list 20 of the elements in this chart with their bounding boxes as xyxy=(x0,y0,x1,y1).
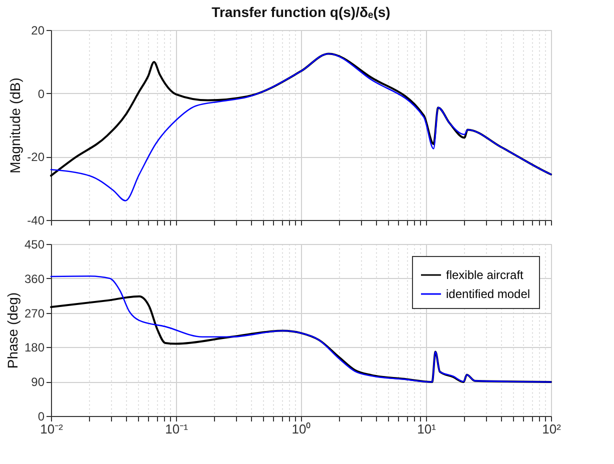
x-tick-label: 10⁻¹ xyxy=(165,422,189,436)
y-tick-label: -20 xyxy=(27,150,45,164)
legend-label: flexible aircraft xyxy=(446,268,524,282)
y-tick-label: -40 xyxy=(27,214,45,228)
y-tick-label: 180 xyxy=(24,340,45,355)
x-tick-label: 10² xyxy=(542,422,562,436)
y-tick-label: 20 xyxy=(31,24,45,38)
y-tick-label: 0 xyxy=(38,86,45,101)
y-tick-label: 270 xyxy=(24,306,45,320)
x-tick-label: 10⁰ xyxy=(292,422,312,436)
y-tick-label: 360 xyxy=(24,272,45,286)
y-tick-label: 0 xyxy=(38,410,45,424)
chart-title: Transfer function q(s)/δₑ(s) xyxy=(212,4,390,20)
legend-label: identified model xyxy=(446,287,530,301)
y-tick-label: 450 xyxy=(24,238,45,252)
y-tick-label: 90 xyxy=(31,375,45,390)
x-tick-label: 10⁻² xyxy=(40,422,64,436)
y-axis-title: Magnitude (dB) xyxy=(7,78,24,174)
y-axis-title: Phase (deg) xyxy=(4,292,20,369)
x-tick-label: 10¹ xyxy=(417,422,437,436)
